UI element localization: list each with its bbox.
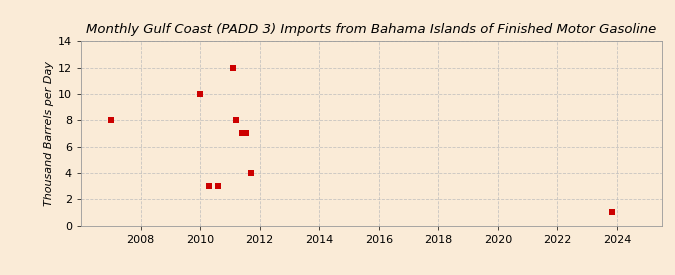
Point <box>236 131 247 136</box>
Point <box>230 118 241 122</box>
Y-axis label: Thousand Barrels per Day: Thousand Barrels per Day <box>44 61 54 206</box>
Title: Monthly Gulf Coast (PADD 3) Imports from Bahama Islands of Finished Motor Gasoli: Monthly Gulf Coast (PADD 3) Imports from… <box>86 23 656 36</box>
Point <box>105 118 116 122</box>
Point <box>245 171 256 175</box>
Point <box>606 210 617 214</box>
Point <box>194 92 205 96</box>
Point <box>241 131 252 136</box>
Point <box>213 184 223 188</box>
Point <box>204 184 215 188</box>
Point <box>227 65 238 70</box>
